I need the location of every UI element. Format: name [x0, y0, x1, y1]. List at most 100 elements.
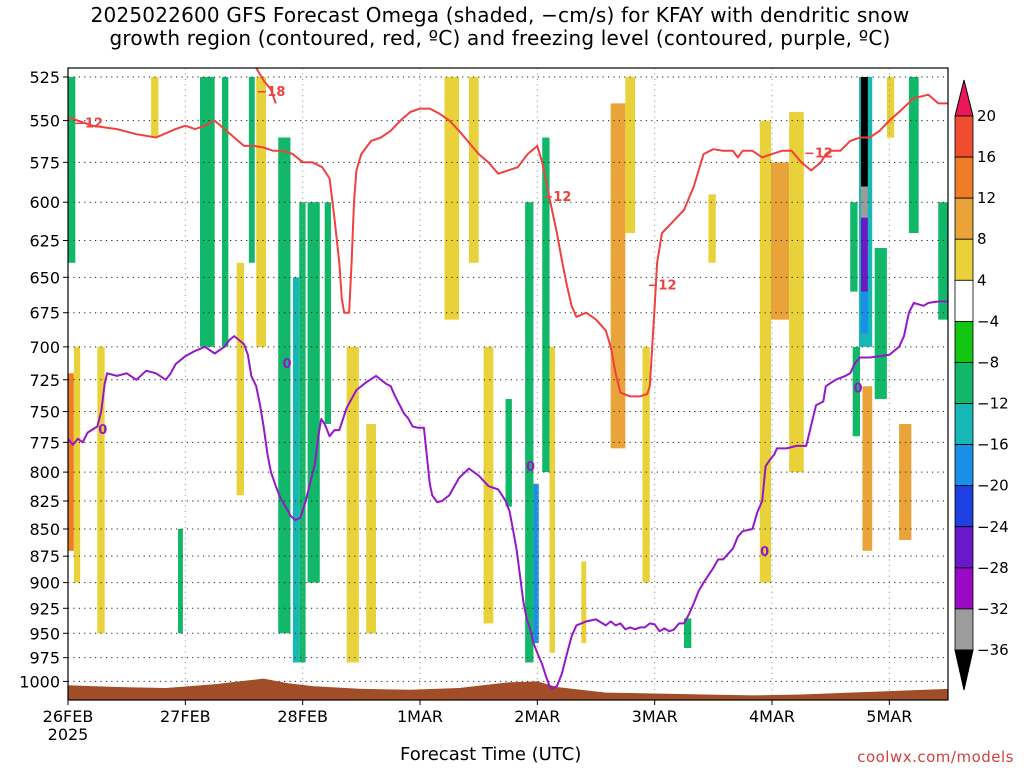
y-tick-label: 675	[29, 304, 60, 323]
plot-frame	[67, 67, 949, 701]
x-tick-label: 2MAR	[514, 707, 560, 726]
colorbar-band	[954, 567, 974, 610]
omega-patch	[860, 217, 868, 292]
omega-patch	[256, 76, 266, 347]
colorbar-label: −24	[977, 518, 1009, 536]
omega-patch	[307, 202, 320, 583]
contour-label: −12	[542, 190, 571, 205]
colorbar-band	[954, 403, 974, 446]
y-tick-label: 825	[29, 492, 60, 511]
omega-patch	[151, 76, 159, 138]
y-tick-label: 650	[29, 268, 60, 287]
y-tick-label: 575	[29, 153, 60, 172]
x-tick-label: 26FEB	[43, 707, 94, 726]
omega-patch	[789, 112, 804, 473]
y-tick-label: 775	[29, 433, 60, 452]
y-tick-label: 700	[29, 338, 60, 357]
omega-patch	[292, 277, 300, 663]
colorbar-label: −28	[977, 559, 1009, 577]
omega-patch	[68, 76, 76, 263]
colorbar-label: −8	[977, 353, 999, 371]
y-tick-label: 625	[29, 232, 60, 251]
colorbar-band	[954, 156, 974, 199]
omega-patch	[850, 202, 858, 292]
colorbar-label: −16	[977, 436, 1009, 454]
colorbar-label: −36	[977, 641, 1009, 659]
omega-patch	[525, 202, 534, 663]
omega-patch	[200, 76, 215, 347]
colorbar-band	[954, 197, 974, 240]
omega-patch	[886, 76, 895, 138]
y-tick-label: 1000	[19, 672, 60, 691]
y-tick-label: 525	[29, 68, 60, 87]
omega-patch	[759, 120, 772, 583]
omega-patch	[874, 248, 887, 399]
y-tick-label: 550	[29, 112, 60, 131]
y-tick-label: 950	[29, 624, 60, 643]
contour-label: −12	[648, 279, 677, 294]
contour-label: 0	[282, 357, 291, 372]
colorbar-cap-top	[954, 79, 974, 117]
contour-label: −18	[256, 85, 285, 100]
contour-line	[255, 68, 277, 104]
omega-patch	[642, 346, 650, 583]
x-tick-sublabel: 2025	[48, 725, 89, 744]
colorbar-band	[954, 485, 974, 528]
x-tick-label: 5MAR	[866, 707, 912, 726]
omega-shading	[68, 76, 948, 663]
omega-patch	[899, 423, 912, 540]
contour-label: 0	[98, 423, 107, 438]
omega-patch	[468, 76, 479, 263]
colorbar-label: 8	[977, 230, 987, 248]
colorbar-label: 20	[977, 107, 996, 125]
y-tick-label: 800	[29, 463, 60, 482]
omega-patch	[581, 561, 587, 644]
colorbar-band	[954, 526, 974, 569]
omega-patch	[278, 137, 291, 634]
omega-patch	[533, 483, 539, 644]
omega-patch	[222, 76, 229, 347]
title-line-2: growth region (contoured, red, ºC) and f…	[109, 26, 891, 50]
x-tick-label: 28FEB	[277, 707, 328, 726]
contour-label: −12	[74, 116, 103, 131]
omega-patch	[299, 202, 306, 663]
y-tick-label: 925	[29, 599, 60, 618]
omega-patch	[248, 76, 255, 263]
omega-patch	[73, 346, 81, 583]
x-tick-label: 1MAR	[397, 707, 443, 726]
omega-patch	[236, 262, 244, 496]
x-axis-title: Forecast Time (UTC)	[400, 744, 582, 765]
contour-label: 0	[760, 545, 769, 560]
colorbar-label: 4	[977, 271, 987, 289]
terrain-fill	[68, 678, 948, 700]
colorbar-cap-bottom	[954, 649, 974, 691]
grid	[67, 68, 948, 700]
colorbar-band	[954, 279, 974, 322]
title-line-1: 2025022600 GFS Forecast Omega (shaded, −…	[90, 3, 910, 27]
colorbar-band	[954, 362, 974, 404]
colorbar-label: 16	[977, 148, 996, 166]
y-tick-label: 875	[29, 547, 60, 566]
x-tick-label: 3MAR	[632, 707, 678, 726]
y-tick-label: 850	[29, 520, 60, 539]
contour-labels: −12 −18 −12 −12 −12 0 0 0 0 0	[74, 85, 863, 560]
omega-patch	[852, 346, 860, 437]
omega-patch	[346, 346, 359, 663]
omega-patch	[178, 528, 183, 634]
colorbar-label: −4	[977, 312, 999, 330]
omega-patch	[860, 291, 868, 334]
omega-patch	[68, 373, 74, 551]
omega-patch	[444, 76, 460, 320]
colorbar-label: −20	[977, 477, 1009, 495]
x-tick-label: 4MAR	[749, 707, 795, 726]
omega-patch	[549, 346, 555, 653]
contour-label: −12	[804, 146, 833, 161]
colorbar-band	[954, 115, 974, 158]
colorbar-band	[954, 238, 974, 281]
omega-patch	[505, 398, 512, 507]
contour-label: 0	[854, 381, 863, 396]
y-tick-label: 725	[29, 371, 60, 390]
omega-patch	[860, 76, 868, 187]
x-tick-label: 27FEB	[160, 707, 211, 726]
